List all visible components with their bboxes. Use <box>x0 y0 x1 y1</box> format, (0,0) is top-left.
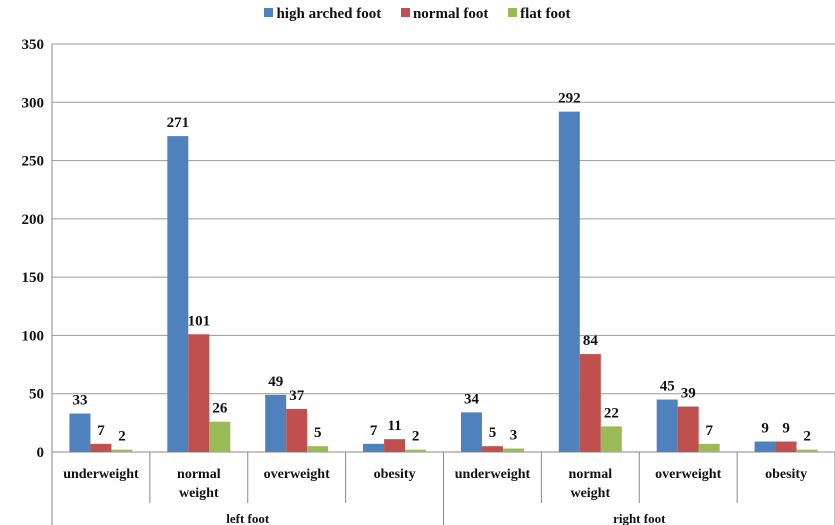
bar <box>502 448 524 452</box>
x-tick-label: overweight <box>264 467 330 482</box>
bar <box>558 111 580 453</box>
legend-item-flat: flat foot <box>508 6 571 23</box>
x-tick-label: obesity <box>765 467 807 482</box>
y-tick-label: 200 <box>22 212 45 228</box>
bar <box>600 426 622 452</box>
data-label: 2 <box>803 429 811 445</box>
bar <box>656 399 678 452</box>
y-tick-label: 300 <box>22 95 45 111</box>
data-label: 37 <box>289 388 305 404</box>
x-tick-label: underweight <box>63 467 139 482</box>
legend-swatch <box>264 8 274 17</box>
y-tick-label: 250 <box>22 154 45 170</box>
bar <box>90 443 112 452</box>
data-label: 3 <box>510 428 518 444</box>
bar <box>111 449 133 452</box>
y-tick-label: 350 <box>22 37 45 53</box>
legend-item-normal: normal foot <box>400 6 489 23</box>
bar <box>384 439 406 452</box>
bar <box>188 334 210 452</box>
data-label: 271 <box>167 115 190 131</box>
data-label: 5 <box>314 425 322 441</box>
y-tick-label: 150 <box>22 270 45 286</box>
bar <box>698 443 720 452</box>
x-tick-label: obesity <box>374 467 416 482</box>
bar <box>481 446 503 452</box>
data-label: 101 <box>188 313 211 329</box>
y-tick-label: 100 <box>22 328 45 344</box>
data-label: 292 <box>558 91 581 107</box>
y-tick-label: 0 <box>37 445 45 461</box>
bar <box>307 446 329 452</box>
data-label: 5 <box>489 425 497 441</box>
x-tick-label: normal <box>569 467 613 482</box>
bar <box>363 443 385 452</box>
y-tick-label: 50 <box>29 387 44 403</box>
data-label: 2 <box>118 429 126 445</box>
data-label: 84 <box>583 333 599 349</box>
x-tick-label: underweight <box>455 467 531 482</box>
bar <box>677 406 699 452</box>
legend-item-high-arched: high arched foot <box>264 6 381 23</box>
bar <box>286 408 308 452</box>
legend-label: high arched foot <box>276 6 382 22</box>
bar <box>460 412 482 452</box>
data-label: 45 <box>660 379 675 395</box>
bar <box>754 441 776 452</box>
data-label: 39 <box>681 386 696 402</box>
data-label: 33 <box>72 393 87 409</box>
bar <box>579 354 601 452</box>
data-label: 49 <box>268 374 283 390</box>
bar <box>265 394 287 452</box>
legend-label: flat foot <box>520 6 571 22</box>
data-label: 26 <box>212 401 228 417</box>
data-label: 2 <box>412 429 420 445</box>
legend-swatch <box>400 8 410 17</box>
data-label: 11 <box>387 418 401 434</box>
x-tick-label: weight <box>179 486 219 501</box>
data-label: 34 <box>464 391 480 407</box>
x-tick-label: overweight <box>655 467 721 482</box>
bar <box>209 421 231 452</box>
legend-swatch <box>508 8 518 17</box>
data-label: 7 <box>370 423 378 439</box>
bar <box>167 136 189 452</box>
legend-label: normal foot <box>412 6 489 22</box>
group-label: right foot <box>613 511 666 525</box>
data-label: 22 <box>604 405 619 421</box>
data-label: 7 <box>97 423 105 439</box>
data-label: 9 <box>782 421 790 437</box>
bar <box>775 441 797 452</box>
bar <box>405 449 427 452</box>
bar <box>69 413 91 452</box>
group-label: left foot <box>226 511 270 525</box>
x-tick-label: normal <box>177 467 221 482</box>
data-label: 7 <box>705 423 713 439</box>
data-label: 9 <box>761 421 769 437</box>
legend: high arched foot normal foot flat foot <box>0 6 835 23</box>
bar <box>796 449 818 452</box>
x-tick-label: weight <box>570 486 610 501</box>
